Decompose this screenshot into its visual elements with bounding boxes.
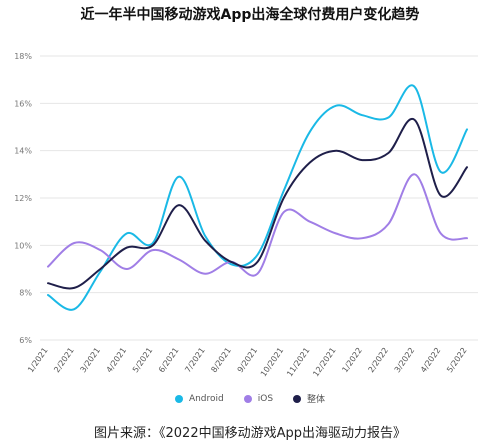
- x-tick-label: 6/2021: [157, 346, 181, 374]
- x-tick-label: 2/2021: [52, 346, 76, 374]
- x-axis-ticks: 1/2021 2/2021 3/2021 4/2021 5/2021 6/2021 7/20…: [26, 346, 469, 378]
- legend-label-android: Android: [188, 393, 224, 404]
- chart-title: 近一年半中国移动游戏App出海全球付费用户变化趋势: [80, 7, 420, 23]
- legend-label-ios: iOS: [257, 393, 274, 404]
- y-tick-label: 10%: [14, 241, 32, 250]
- series-line-overall: [47, 118, 468, 290]
- y-tick-label: 6%: [19, 336, 32, 345]
- legend: Android iOS 整体: [0, 392, 500, 405]
- series-line-ios: [47, 173, 468, 277]
- x-tick-label: 5/2022: [445, 346, 469, 374]
- y-tick-label: 8%: [19, 289, 32, 298]
- x-tick-label: 12/2021: [311, 346, 337, 378]
- y-tick-label: 18%: [14, 52, 32, 61]
- x-tick-label: 4/2021: [105, 346, 129, 374]
- series-lines: [47, 84, 468, 311]
- legend-item-ios[interactable]: iOS: [243, 393, 274, 404]
- x-tick-label: 10/2021: [259, 346, 285, 378]
- x-tick-label: 1/2021: [26, 346, 50, 374]
- legend-marker-overall: [293, 394, 302, 403]
- legend-label-overall: 整体: [307, 395, 326, 405]
- x-tick-label: 1/2022: [340, 346, 364, 374]
- x-tick-label: 8/2021: [209, 346, 233, 374]
- x-tick-label: 3/2022: [393, 346, 417, 374]
- legend-marker-android: [174, 394, 183, 403]
- y-tick-label: 12%: [14, 194, 32, 203]
- legend-marker-ios: [243, 394, 252, 403]
- x-tick-label: 3/2021: [78, 346, 102, 374]
- series-line-android: [47, 84, 468, 311]
- y-tick-label: 14%: [14, 147, 32, 156]
- x-tick-label: 7/2021: [183, 346, 207, 374]
- y-axis-ticks: 18% 16% 14% 12% 10% 8% 6%: [14, 52, 32, 345]
- x-tick-label: 5/2021: [131, 346, 155, 374]
- y-tick-label: 16%: [14, 99, 32, 108]
- x-tick-label: 11/2021: [285, 346, 311, 378]
- x-tick-label: 9/2021: [236, 346, 260, 374]
- legend-item-overall[interactable]: 整体: [293, 392, 325, 405]
- legend-item-android[interactable]: Android: [174, 393, 224, 404]
- source-caption: 图片来源：《2022中国移动游戏App出海驱动力报告》: [94, 426, 406, 441]
- x-tick-label: 2/2022: [367, 346, 391, 374]
- grid-lines: [40, 55, 478, 341]
- x-tick-label: 4/2022: [419, 346, 443, 374]
